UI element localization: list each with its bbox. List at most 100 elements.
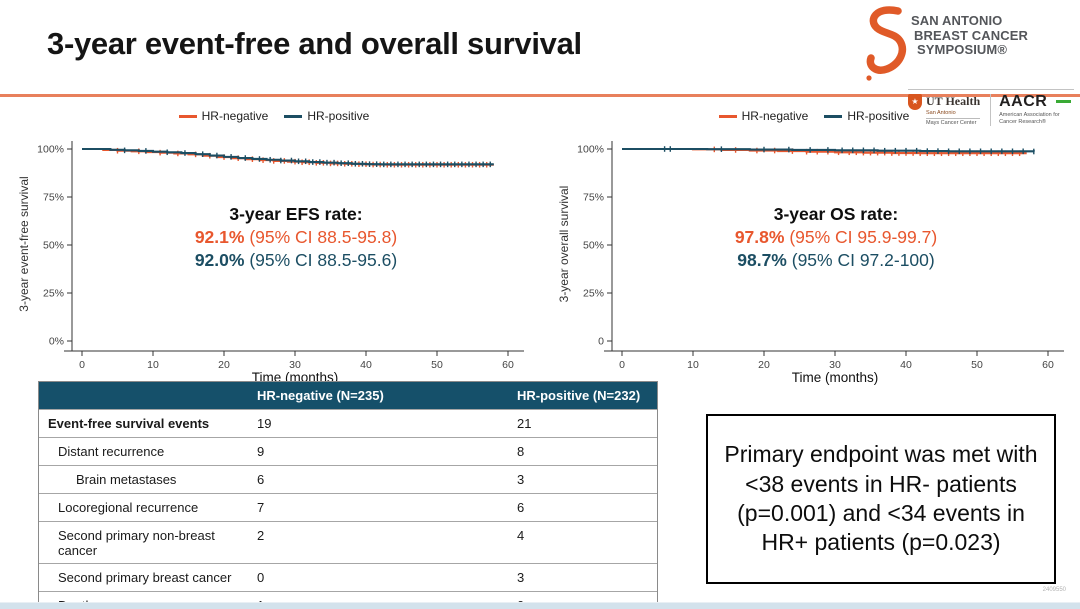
y-tick-label: 0 bbox=[598, 336, 604, 348]
legend-label: HR-positive bbox=[847, 109, 910, 123]
efs-rate-hr-negative: 92.1% (95% CI 88.5-95.8) bbox=[194, 227, 398, 248]
bottom-bar bbox=[0, 602, 1080, 609]
table-row: Second primary non-breast cancer 2 4 bbox=[39, 521, 657, 563]
legend-item-hr-negative: HR-negative bbox=[718, 109, 809, 123]
efs-rate-title: 3-year EFS rate: bbox=[229, 204, 363, 224]
x-tick-label: 0 bbox=[79, 359, 85, 371]
page-title: 3-year event-free and overall survival bbox=[47, 26, 582, 61]
row-label: Locoregional recurrence bbox=[58, 500, 199, 515]
hr-positive-value: 3 bbox=[517, 570, 525, 585]
hr-negative-value: 19 bbox=[257, 416, 272, 431]
sabcs-line3: SYMPOSIUM® bbox=[917, 42, 1008, 58]
ut-health-city: San Antonio bbox=[926, 110, 956, 116]
y-tick-label: 50% bbox=[583, 240, 604, 252]
aacr-abbr-text: AACR bbox=[999, 93, 1048, 110]
row-label: Event-free survival events bbox=[48, 416, 210, 431]
x-tick-label: 40 bbox=[900, 359, 912, 371]
ut-health-name: UT Health bbox=[926, 94, 981, 108]
x-tick-label: 60 bbox=[502, 359, 514, 371]
ut-health-text: UT Health San Antonio Mays Cancer Center bbox=[926, 94, 981, 126]
hr-negative-value: 0 bbox=[257, 570, 265, 585]
ribbon-icon bbox=[866, 6, 907, 81]
legend-item-hr-positive: HR-positive bbox=[824, 109, 909, 123]
ut-health-logo: ★ UT Health San Antonio Mays Cancer Cent… bbox=[908, 94, 981, 126]
hr-positive-value: 21 bbox=[517, 416, 532, 431]
row-label: Second primary non-breast cancer bbox=[58, 528, 215, 558]
y-tick-label: 75% bbox=[583, 192, 604, 204]
hr-negative-line-swatch-icon bbox=[718, 114, 737, 118]
legend-item-hr-negative: HR-negative bbox=[178, 109, 268, 123]
hr-positive-line-swatch-icon bbox=[284, 114, 303, 118]
hr-positive-value: 3 bbox=[517, 472, 525, 487]
os-rate-title: 3-year OS rate: bbox=[773, 204, 899, 224]
table-row: Brain metastases 6 3 bbox=[39, 465, 657, 493]
efs-rate-hr-positive: 92.0% (95% CI 88.5-95.6) bbox=[194, 250, 398, 271]
x-axis-label: Time (months) bbox=[792, 370, 879, 385]
partner-logos: ★ UT Health San Antonio Mays Cancer Cent… bbox=[908, 89, 1074, 126]
mays-cancer-center: Mays Cancer Center bbox=[926, 118, 981, 126]
y-tick-label: 25% bbox=[43, 288, 64, 300]
events-table: HR-negative (N=235) HR-positive (N=232) Ev… bbox=[38, 381, 658, 609]
os-annotation: 3-year OS rate: 97.8% (95% CI 95.9-99.7)… bbox=[656, 203, 1016, 272]
x-tick-label: 0 bbox=[619, 359, 625, 371]
primary-endpoint-callout: Primary endpoint was met with <38 events… bbox=[706, 414, 1056, 584]
hr-positive-value: 4 bbox=[517, 528, 525, 543]
sabcs-logo-top: SAN ANTONIO BREAST CANCER SYMPOSIUM® bbox=[862, 5, 1074, 87]
hr-negative-value: 9 bbox=[257, 444, 265, 459]
x-tick-label: 20 bbox=[758, 359, 770, 371]
sabcs-line1: SAN ANTONIO bbox=[911, 13, 1003, 28]
table-header-row: HR-negative (N=235) HR-positive (N=232) bbox=[39, 382, 657, 409]
row-label: Second primary breast cancer bbox=[58, 570, 232, 585]
primary-endpoint-text: Primary endpoint was met with <38 events… bbox=[724, 441, 1038, 556]
x-tick-label: 60 bbox=[1042, 359, 1054, 371]
table-row: Event-free survival events 19 21 bbox=[39, 409, 657, 437]
os-chart: HR-negative HR-positive 3-year overall s… bbox=[548, 103, 1080, 385]
aacr-logo: AACR American Association for Cancer Res… bbox=[990, 93, 1072, 126]
os-legend: HR-negative HR-positive bbox=[548, 109, 1080, 123]
x-tick-label: 30 bbox=[289, 359, 301, 371]
accent-divider bbox=[0, 94, 1080, 97]
y-tick-label: 75% bbox=[43, 192, 64, 204]
hr-negative-value: 2 bbox=[257, 528, 265, 543]
slide-code: 2409550 bbox=[1042, 587, 1066, 593]
table-row: Locoregional recurrence 7 6 bbox=[39, 493, 657, 521]
header-hr-positive: HR-positive (N=232) bbox=[517, 388, 641, 403]
x-tick-label: 50 bbox=[971, 359, 983, 371]
x-tick-label: 20 bbox=[218, 359, 230, 371]
sabcs-wordmark: SAN ANTONIO BREAST CANCER SYMPOSIUM® bbox=[911, 13, 1028, 58]
legend-label: HR-negative bbox=[741, 109, 809, 123]
sabcs-line2: BREAST CANCER bbox=[914, 27, 1028, 43]
row-label: Brain metastases bbox=[76, 472, 177, 487]
header-hr-negative: HR-negative (N=235) bbox=[257, 388, 384, 403]
y-tick-label: 100% bbox=[37, 144, 64, 156]
x-tick-label: 10 bbox=[147, 359, 159, 371]
hr-negative-value: 6 bbox=[257, 472, 265, 487]
y-tick-label: 100% bbox=[577, 144, 604, 156]
header-empty bbox=[39, 382, 249, 409]
efs-chart: HR-negative HR-positive 3-year event-fre… bbox=[8, 103, 540, 385]
hr-negative-value: 7 bbox=[257, 500, 265, 515]
hr-positive-line-swatch-icon bbox=[824, 114, 843, 118]
os-rate-hr-negative: 97.8% (95% CI 95.9-99.7) bbox=[734, 227, 938, 248]
aacr-green-line bbox=[1056, 100, 1072, 103]
y-tick-label: 50% bbox=[43, 240, 64, 252]
x-tick-label: 30 bbox=[829, 359, 841, 371]
hr-negative-line-swatch-icon bbox=[178, 114, 197, 118]
os-rate-hr-positive: 98.7% (95% CI 97.2-100) bbox=[737, 250, 935, 271]
legend-label: HR-positive bbox=[307, 109, 370, 123]
y-tick-label: 25% bbox=[583, 288, 604, 300]
row-label: Distant recurrence bbox=[58, 444, 165, 459]
efs-legend: HR-negative HR-positive bbox=[8, 109, 540, 123]
legend-item-hr-positive: HR-positive bbox=[284, 109, 369, 123]
os-plot: 0 25% 50% 75% 100% 0 10 20 30 40 50 60 Time (months) bbox=[577, 141, 1064, 385]
x-tick-label: 10 bbox=[687, 359, 699, 371]
hr-positive-value: 6 bbox=[517, 500, 525, 515]
aacr-subtitle: American Association for Cancer Research… bbox=[999, 112, 1060, 125]
ut-health-shield-icon: ★ bbox=[908, 94, 922, 110]
aacr-wordmark: AACR bbox=[999, 93, 1072, 110]
table-row: Distant recurrence 9 8 bbox=[39, 437, 657, 465]
sabcs-logo: SAN ANTONIO BREAST CANCER SYMPOSIUM® ★ U… bbox=[862, 5, 1074, 126]
y-tick-label: 0% bbox=[49, 336, 64, 348]
